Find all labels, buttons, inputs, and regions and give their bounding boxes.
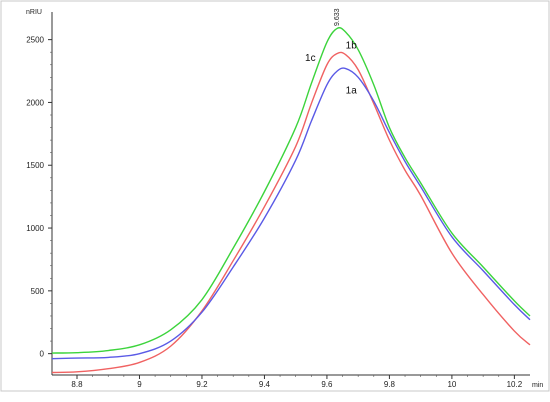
- y-tick-label: 1500: [26, 161, 44, 170]
- y-tick-label: 2000: [26, 98, 44, 107]
- series-layer: [51, 27, 531, 374]
- y-tick-label: 1000: [26, 224, 44, 233]
- x-tick-label: 9.4: [259, 380, 271, 389]
- y-tick-label: 2500: [26, 36, 44, 45]
- outer-border: [0, 0, 550, 392]
- series-line-1c: [51, 27, 531, 354]
- x-tick-label: 9.8: [384, 380, 396, 389]
- x-tick-label: 8.8: [71, 380, 83, 389]
- x-tick-label: 9.2: [196, 380, 208, 389]
- y-tick-label: 500: [31, 287, 45, 296]
- series-label-1b: 1b: [346, 40, 358, 51]
- series-label-1a: 1a: [346, 86, 358, 97]
- series-line-1a: [51, 67, 531, 360]
- x-axis-unit-label: min: [532, 382, 543, 389]
- x-tick-label: 10.2: [507, 380, 523, 389]
- x-tick-label: 9: [137, 380, 142, 389]
- x-axis: 8.8 9 9.2 9.4 9.6 9.8 10 10.2: [71, 375, 523, 389]
- y-axis-unit-label: nRIU: [26, 9, 42, 16]
- x-tick-label: 9.6: [321, 380, 333, 389]
- series-label-1c: 1c: [305, 53, 316, 64]
- plot-frame: [0, 0, 550, 392]
- peak-retention-label: 9.633: [334, 8, 341, 26]
- label-layer: 1a 1b 1c: [305, 40, 357, 96]
- series-line-1b: [51, 51, 531, 374]
- y-axis: 0 500 1000 1500 2000 2500: [26, 36, 52, 359]
- x-tick-label: 10: [447, 380, 456, 389]
- y-tick-label: 0: [40, 350, 45, 359]
